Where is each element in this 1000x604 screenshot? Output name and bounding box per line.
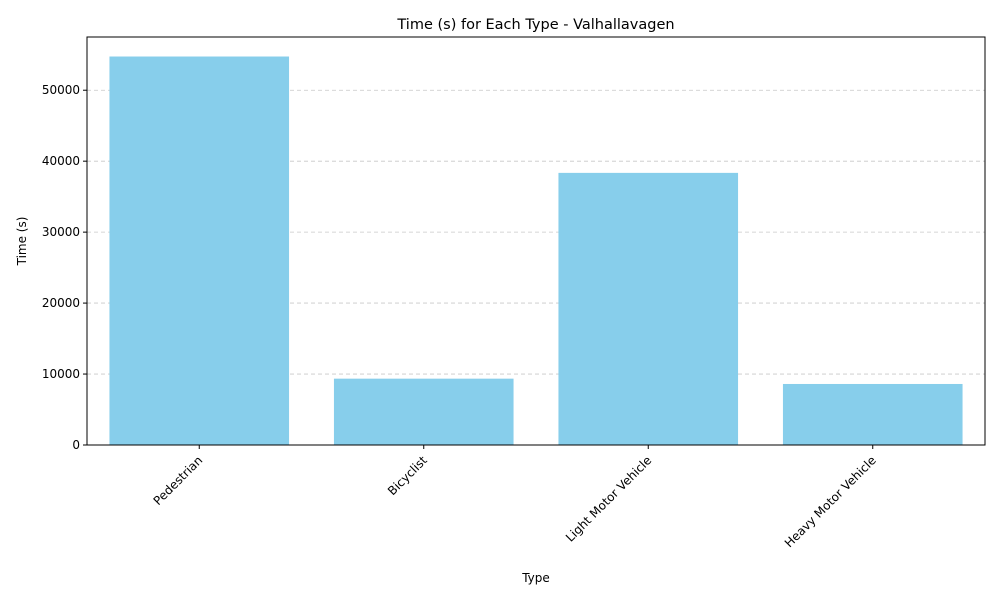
x-ticks: Pedestrian Bicyclist Light Motor Vehicle He… [151,445,879,550]
x-tick-label: Pedestrian [151,453,206,508]
y-tick-label: 0 [72,438,80,452]
bar-bicyclist [333,378,514,445]
y-tick-label: 10000 [42,367,80,381]
y-tick-label: 20000 [42,296,80,310]
x-axis-title: Type [521,571,550,585]
x-tick-label: Light Motor Vehicle [563,453,654,544]
chart-title: Time (s) for Each Type - Valhallavagen [396,17,674,33]
y-tick-label: 30000 [42,225,80,239]
bar-light-motor-vehicle [558,172,739,445]
plot-frame [86,36,986,446]
y-axis-title: Time (s) [15,217,29,267]
bar-pedestrian [109,56,290,446]
x-tick-label: Bicyclist [385,453,430,498]
bar-heavy-motor-vehicle [782,383,963,445]
y-ticks: 0 10000 20000 30000 40000 50000 [42,83,87,452]
y-tick-label: 50000 [42,83,80,97]
bars [109,56,963,446]
axes [86,36,986,446]
x-tick-label: Heavy Motor Vehicle [782,453,879,550]
y-tick-label: 40000 [42,154,80,168]
